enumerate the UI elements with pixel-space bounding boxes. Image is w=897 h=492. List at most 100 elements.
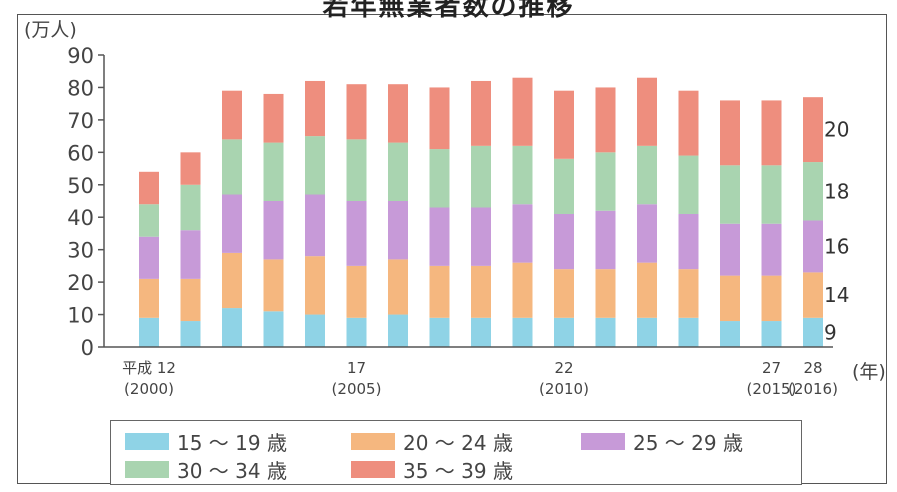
bar-segment — [263, 201, 284, 260]
bar-segment — [263, 93, 284, 143]
bar-segment — [803, 97, 823, 163]
bar-segment — [139, 278, 159, 318]
bar-segment — [512, 317, 533, 347]
bar-segment — [595, 210, 616, 270]
bar-segment — [512, 262, 533, 318]
x-tick-sublabel: (2000) — [124, 380, 174, 398]
x-tick-sublabel: (2005) — [332, 380, 382, 398]
bar-segment — [180, 230, 201, 279]
legend-item: 35 ～ 39 歳 — [351, 455, 513, 484]
bar-segment — [305, 314, 325, 347]
bar-segment — [346, 139, 367, 201]
bar-segment — [595, 152, 616, 211]
chart-title: 若年無業者数の推移 — [322, 0, 575, 22]
bar-segment — [761, 223, 782, 276]
bar-segment — [263, 311, 284, 347]
bar-segment — [761, 100, 782, 166]
bar-segment — [180, 184, 201, 231]
bar-segment — [429, 207, 450, 266]
x-tick-label: 平成 12 — [122, 359, 176, 377]
bar-segment — [471, 265, 491, 318]
bar-segment — [554, 269, 574, 318]
bar-segment — [471, 80, 491, 146]
legend-item: 25 ～ 29 歳 — [581, 427, 743, 456]
bar-segment — [803, 220, 823, 273]
bar-segment — [139, 204, 159, 237]
bar-value-label: 14 — [824, 283, 849, 307]
bar-segment — [263, 142, 284, 201]
bar-segment — [139, 236, 159, 279]
bar-segment — [263, 259, 284, 312]
bar-segment — [803, 317, 823, 347]
legend-label: 30 ～ 34 歳 — [177, 459, 287, 483]
bar-segment — [429, 265, 450, 318]
bar-value-label: 16 — [824, 234, 849, 258]
y-tick-label: 10 — [67, 304, 94, 328]
bar-segment — [305, 194, 325, 257]
bar-segment — [222, 90, 242, 140]
bar-segment — [720, 275, 740, 322]
legend-swatch — [581, 433, 625, 450]
bar-value-label: 9 — [824, 320, 837, 344]
legend-swatch — [351, 461, 395, 478]
bar-segment — [429, 317, 450, 347]
bar-segment — [637, 317, 657, 347]
x-axis: 平成 12 (2000) 17 (2005) 22 (2010) 27 (2015) 28 (20… — [104, 346, 838, 398]
bar-segment — [471, 145, 491, 208]
bar-segment — [678, 317, 699, 347]
bar-segment — [637, 262, 657, 318]
bar-segment — [720, 100, 740, 166]
bar-segment — [761, 275, 782, 322]
bar-segment — [554, 317, 574, 347]
legend-swatch — [125, 461, 169, 478]
bar-segment — [637, 204, 657, 263]
y-tick-label: 70 — [67, 109, 94, 133]
y-tick-label: 80 — [67, 76, 94, 100]
x-tick-sublabel: (2016) — [788, 380, 838, 398]
y-tick-label: 20 — [67, 271, 94, 295]
legend-label: 25 ～ 29 歳 — [633, 431, 743, 455]
bar-segment — [678, 213, 699, 270]
y-tick-label: 60 — [67, 141, 94, 165]
bar-segment — [346, 201, 367, 266]
y-tick-label: 0 — [81, 336, 94, 360]
y-unit-label: (万人) — [24, 19, 77, 41]
bar-segment — [554, 158, 574, 214]
x-tick-label: 17 — [347, 359, 366, 377]
bar-segment — [554, 90, 574, 159]
bar-segment — [139, 171, 159, 205]
bar-value-label: 20 — [824, 118, 849, 142]
bar-segment — [637, 77, 657, 146]
bar-segment — [803, 162, 823, 221]
x-tick-label: 27 — [762, 359, 781, 377]
x-unit-label: (年) — [852, 361, 886, 383]
x-tick-sublabel: (2010) — [539, 380, 589, 398]
bar-segment — [388, 84, 408, 143]
bar-segment — [222, 139, 242, 195]
bars-group: 9 14 16 18 20 — [139, 77, 849, 347]
bar-segment — [637, 145, 657, 205]
legend-label: 15 ～ 19 歳 — [177, 431, 287, 455]
bar-segment — [388, 201, 408, 260]
bar-value-label: 18 — [824, 179, 849, 203]
bar-segment — [346, 317, 367, 347]
bar-segment — [388, 259, 408, 315]
bar-segment — [388, 142, 408, 201]
bar-segment — [678, 155, 699, 214]
bar-segment — [305, 136, 325, 195]
legend-label: 35 ～ 39 歳 — [403, 459, 513, 483]
bar-segment — [761, 321, 782, 347]
bar-segment — [595, 269, 616, 318]
bar-segment — [512, 145, 533, 205]
legend-item: 15 ～ 19 歳 — [125, 427, 287, 456]
bar-segment — [720, 321, 740, 347]
bar-segment — [512, 204, 533, 263]
bar-segment — [429, 149, 450, 208]
y-tick-label: 50 — [67, 174, 94, 198]
bar-segment — [554, 213, 574, 270]
bar-segment — [222, 252, 242, 309]
bar-segment — [388, 314, 408, 347]
bar-segment — [512, 77, 533, 146]
bar-segment — [595, 87, 616, 153]
